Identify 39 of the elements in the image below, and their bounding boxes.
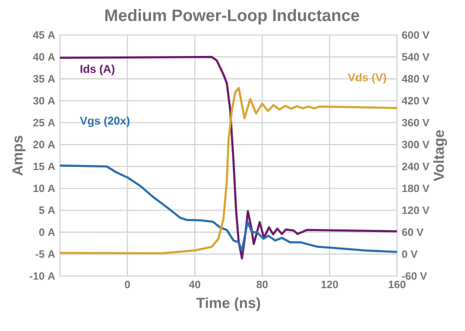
y2-tick-label: 240 V — [402, 162, 430, 170]
y-tick-label: 0 A — [39, 228, 56, 236]
y2-tick-label: 120 V — [402, 206, 430, 214]
y-tick-label: 45 A — [33, 31, 56, 39]
line-series — [58, 86, 398, 254]
x-tick-label: 0 — [124, 280, 130, 288]
y2-tick-label: 300 V — [402, 140, 430, 148]
chart-title: Medium Power-Loop Inductance — [105, 9, 360, 24]
line-series — [58, 164, 398, 253]
y2-tick-label: -60 V — [402, 272, 428, 280]
text: Vds (V) — [348, 73, 386, 84]
y-tick-label: -10 A — [30, 272, 56, 280]
y2-tick-label: 600 V — [402, 31, 430, 39]
y-tick-label: 40 A — [33, 53, 56, 61]
y-axis-title: Amps — [12, 136, 26, 176]
y2-tick-label: 360 V — [402, 118, 430, 126]
x-tick-label: 160 — [388, 280, 406, 288]
y2-tick-label: 60 V — [402, 228, 424, 236]
y-tick-label: 10 A — [34, 184, 56, 192]
y-tick-label: 35 A — [33, 75, 56, 83]
x-tick-label: 40 — [189, 280, 200, 288]
y-tick-label: 20 A — [33, 140, 56, 148]
y2-axis-title: Voltage — [433, 130, 447, 182]
y2-tick-label: 540 V — [402, 53, 430, 61]
y2-tick-label: 480 V — [402, 75, 430, 83]
x-axis-title: Time (ns) — [196, 297, 260, 311]
y-tick-label: 25 A — [33, 118, 56, 126]
y-tick-label: 5 A — [39, 206, 56, 214]
x-tick-label: 120 — [321, 280, 338, 288]
y2-tick-label: 420 V — [402, 96, 430, 104]
y2-tick-label: 0 V — [402, 250, 418, 258]
line-series — [58, 56, 398, 260]
series-label: Ids (A) — [80, 64, 114, 76]
y-tick-label: 30 A — [33, 96, 56, 104]
y-tick-label: -5 A — [36, 250, 56, 258]
text: Vgs (20x) — [80, 116, 130, 128]
y-tick-label: 15 A — [34, 162, 56, 170]
y2-tick-label: 180 V — [402, 184, 430, 192]
x-tick-label: 80 — [256, 280, 268, 288]
